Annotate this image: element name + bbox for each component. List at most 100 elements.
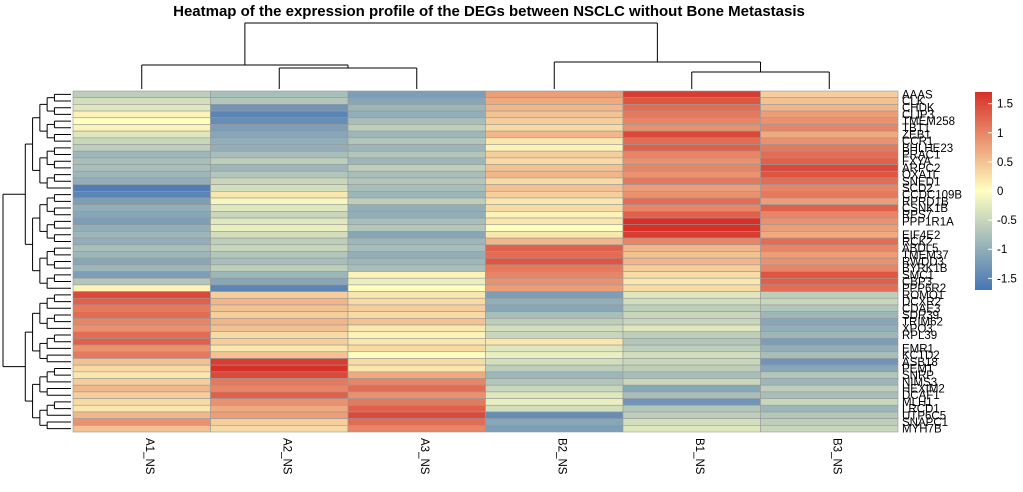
heatmap-cell [347, 231, 486, 239]
heatmap-cell [485, 425, 624, 433]
heatmap-cell [210, 251, 349, 259]
heatmap-cell [72, 378, 211, 386]
heatmap-cell [72, 90, 211, 98]
heatmap-cell [622, 170, 761, 179]
heatmap-cell [760, 224, 899, 232]
heatmap-cell [210, 425, 349, 433]
row-label: CSNK1B [902, 203, 948, 215]
heatmap-cell [347, 244, 486, 252]
heatmap-cell [485, 344, 624, 353]
heatmap-cell [760, 137, 899, 145]
heatmap-cell [485, 197, 624, 205]
heatmap-cell [485, 244, 624, 252]
heatmap-cell [210, 291, 349, 299]
heatmap-cell [210, 177, 349, 185]
heatmap-cell [72, 425, 211, 433]
heatmap-cell [622, 90, 761, 98]
heatmap-cell [622, 157, 761, 165]
column-label: A1_NS [143, 438, 155, 475]
heatmap-cell [210, 137, 349, 145]
heatmap-cell [622, 244, 761, 252]
row-label: RPRD1B [902, 196, 949, 208]
heatmap-cell [72, 358, 211, 366]
heatmap-cell [347, 211, 486, 219]
heatmap-cell [760, 144, 899, 152]
heatmap-cell [760, 344, 899, 353]
heatmap-cell [210, 130, 349, 139]
heatmap-cell [210, 124, 349, 132]
heatmap-cell [72, 411, 211, 419]
heatmap-cell [210, 351, 349, 359]
heatmap-cell [210, 338, 349, 346]
heatmap-cell [485, 378, 624, 386]
heatmap-cell [485, 304, 624, 312]
heatmap-cell [760, 304, 899, 312]
row-label: BHLHE23 [902, 143, 953, 155]
heatmap-cell [347, 204, 486, 212]
row-label: TMEM258 [902, 116, 955, 128]
heatmap-cell [72, 418, 211, 426]
heatmap-cell [72, 331, 211, 339]
row-label: CHDK [902, 103, 935, 115]
heatmap-cell [485, 150, 624, 159]
heatmap-cell [622, 277, 761, 286]
heatmap-cell [347, 224, 486, 232]
heatmap-cell [210, 197, 349, 205]
heatmap-cell [210, 257, 349, 266]
heatmap-cell [72, 384, 211, 393]
chart-title: Heatmap of the expression profile of the… [173, 3, 805, 20]
heatmap-cell [485, 190, 624, 199]
heatmap-cell [485, 297, 624, 306]
heatmap-cell [347, 124, 486, 132]
heatmap-cell [622, 190, 761, 199]
heatmap-cell [622, 110, 761, 119]
heatmap-cell [760, 130, 899, 139]
heatmap-cell [760, 371, 899, 379]
heatmap-cell [210, 318, 349, 326]
heatmap-cell [347, 184, 486, 192]
color-legend-bar [975, 92, 992, 290]
heatmap-cell [347, 411, 486, 419]
heatmap-cell [210, 190, 349, 199]
heatmap-cell [347, 398, 486, 406]
heatmap-cell [622, 177, 761, 185]
heatmap-cell [760, 251, 899, 259]
heatmap-cell [72, 110, 211, 119]
heatmap-cell [622, 130, 761, 139]
heatmap-cell [72, 251, 211, 259]
heatmap-cell [485, 318, 624, 326]
heatmap-cell [72, 164, 211, 172]
heatmap-cell [622, 378, 761, 386]
heatmap-cell [485, 217, 624, 226]
heatmap-cell [210, 384, 349, 393]
heatmap-cell [210, 224, 349, 232]
heatmap-cell [622, 425, 761, 433]
heatmap-cell [485, 144, 624, 152]
heatmap-cell [210, 324, 349, 333]
heatmap-cell [485, 351, 624, 359]
heatmap-cell [760, 90, 899, 98]
heatmap-cell [485, 204, 624, 212]
heatmap-cell [760, 404, 899, 413]
heatmap-cell [347, 324, 486, 333]
heatmap-cell [72, 124, 211, 132]
heatmap-cell [760, 231, 899, 239]
heatmap-cell [622, 231, 761, 239]
heatmap-cell [760, 277, 899, 286]
heatmap-cell [210, 391, 349, 399]
heatmap-cell [72, 244, 211, 252]
heatmap-cell [347, 130, 486, 139]
heatmap-cell [210, 204, 349, 212]
heatmap-cell [485, 97, 624, 105]
heatmap-cell [347, 257, 486, 266]
heatmap-cell [210, 170, 349, 179]
heatmap-cell [622, 224, 761, 232]
row-label: SNED1 [902, 176, 940, 188]
heatmap-cell [485, 284, 624, 292]
legend-tick-label: -0.5 [997, 215, 1017, 227]
heatmap-cell [485, 391, 624, 399]
heatmap-cell [72, 177, 211, 185]
heatmap-cell [622, 384, 761, 393]
heatmap-cell [485, 331, 624, 339]
heatmap-cell [347, 284, 486, 292]
